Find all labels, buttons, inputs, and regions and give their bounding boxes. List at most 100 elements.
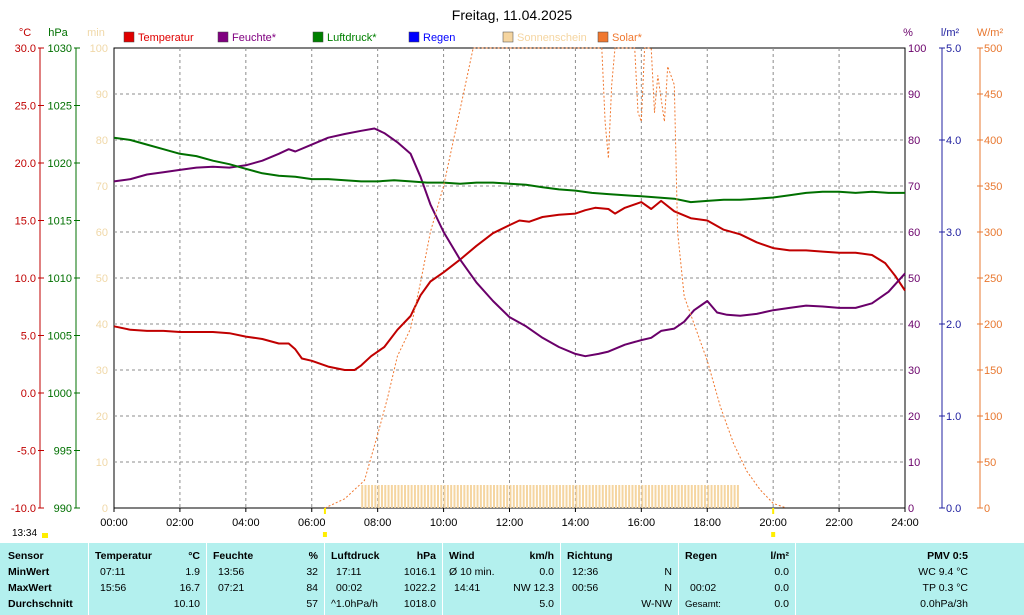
stats-table: Sensor MinWert MaxWert Durchschnitt Temp… (0, 543, 1024, 615)
sunshine-bar (479, 485, 482, 508)
legend-swatch (123, 31, 135, 43)
humidity-tick-label: 60 (908, 227, 920, 239)
sunshine-bar (628, 485, 631, 508)
sunshine-bar (700, 485, 703, 508)
sunshine-bar (427, 485, 430, 508)
humidity-tick-label: 100 (908, 43, 926, 55)
pmv-tp: TP 0.3 °C (922, 582, 968, 594)
sunshine-bar (436, 485, 439, 508)
regen-min-value: 0.0 (774, 566, 789, 578)
sunshine-bar (483, 485, 486, 508)
x-tick-label: 04:00 (232, 517, 260, 529)
solar-tick-label: 0 (984, 503, 990, 515)
temperatur-min-time: 07:11 (100, 566, 126, 578)
solar-tick-label: 200 (984, 319, 1002, 331)
temp-tick-label: 5.0 (21, 331, 36, 343)
legend-swatch (312, 31, 324, 43)
sunshine-bar (499, 485, 502, 508)
sunshine-bar (720, 485, 723, 508)
wind-header: Wind (449, 550, 475, 562)
humidity-tick-label: 0 (908, 503, 914, 515)
richtung-header: Richtung (567, 550, 613, 562)
pressure-tick-label: 1030 (48, 43, 72, 55)
sunshine-bar (496, 485, 499, 508)
pmv-trend: 0.0hPa/3h (920, 598, 968, 610)
sunshine-bar (677, 485, 680, 508)
sunshine-bar (552, 485, 555, 508)
temperatur-max-value: 16.7 (179, 582, 200, 594)
sunshine-bar (582, 485, 585, 508)
series-temperatur-line (113, 199, 906, 371)
wind-avg-value: 5.0 (539, 598, 554, 610)
humidity-tick-label: 50 (908, 273, 920, 285)
sunshine-tick-label: 30 (96, 365, 108, 377)
column-separator (678, 543, 679, 615)
series-solar-line (324, 47, 787, 509)
regen-max-time: 00:02 (690, 582, 717, 594)
x-tick-label: 14:00 (562, 517, 590, 529)
sunshine-bar (404, 485, 407, 508)
sunshine-tick-label: 0 (102, 503, 108, 515)
feuchte-avg-value: 57 (306, 598, 318, 610)
sunshine-bar (651, 485, 654, 508)
sunshine-tick-label: 20 (96, 411, 108, 423)
humidity-tick-label: 40 (908, 319, 920, 331)
sunshine-bar (723, 485, 726, 508)
temp-tick-label: 0.0 (21, 388, 36, 400)
luftdruck-header: Luftdruck (331, 550, 380, 562)
sunshine-bar (631, 485, 634, 508)
solar-tick-label: 300 (984, 227, 1002, 239)
temperatur-min-value: 1.9 (185, 566, 200, 578)
temp-tick-label: 30.0 (15, 43, 36, 55)
sunshine-bar (516, 485, 519, 508)
sunshine-bar (473, 485, 476, 508)
sunshine-tick-label: 100 (90, 43, 108, 55)
rain-tick-label: 4.0 (946, 135, 961, 147)
sunshine-bar (621, 485, 624, 508)
sunshine-bar (440, 485, 443, 508)
feuchte-min-time: 13:56 (218, 566, 245, 578)
luftdruck-min-time: 17:11 (336, 566, 362, 578)
legend-swatch (502, 31, 514, 43)
sunshine-bar (525, 485, 528, 508)
wind-max-value: NW 12.3 (513, 582, 554, 594)
temp-tick-label: 25.0 (15, 101, 36, 113)
humidity-tick-label: 30 (908, 365, 920, 377)
sunshine-bar (446, 485, 449, 508)
sunshine-bar (453, 485, 456, 508)
sunshine-bar (644, 485, 647, 508)
regen-total-value: 0.0 (774, 598, 789, 610)
sunshine-series (361, 485, 739, 508)
pressure-unit-label: hPa (48, 27, 68, 39)
sunshine-bar (713, 485, 716, 508)
x-tick-label: 24:00 (891, 517, 919, 529)
sunshine-bar (605, 485, 608, 508)
column-separator (206, 543, 207, 615)
weather-chart: 00:00 02:00 04:00 06:00 08:00 10:00 12:00 14:00… (11, 7, 1004, 537)
sun-marker-dot (771, 532, 776, 537)
pressure-tick-label: 1015 (48, 216, 72, 228)
sunshine-bar (674, 485, 677, 508)
temp-unit-label: °C (19, 27, 31, 39)
sunshine-bar (684, 485, 687, 508)
sunshine-bar (667, 485, 670, 508)
sunshine-bar (680, 485, 683, 508)
sunshine-bar (585, 485, 588, 508)
sunshine-tick-label: 40 (96, 319, 108, 331)
humidity-tick-label: 70 (908, 181, 920, 193)
current-time-marker (42, 533, 48, 538)
sunshine-bar (730, 485, 733, 508)
sunshine-bar (572, 485, 575, 508)
sunshine-bar (641, 485, 644, 508)
feuchte-header: Feuchte (213, 550, 254, 562)
grid (114, 48, 905, 508)
sunshine-bar (466, 485, 469, 508)
feuchte-min-value: 32 (306, 566, 318, 578)
sunshine-bar (555, 485, 558, 508)
row-label-max: MaxWert (8, 582, 52, 594)
solar-unit-label: W/m² (977, 27, 1004, 39)
sunshine-bar (575, 485, 578, 508)
luftdruck-trend: ^1.0hPa/h (331, 598, 378, 610)
sunshine-bar (532, 485, 535, 508)
sunshine-bar (634, 485, 637, 508)
